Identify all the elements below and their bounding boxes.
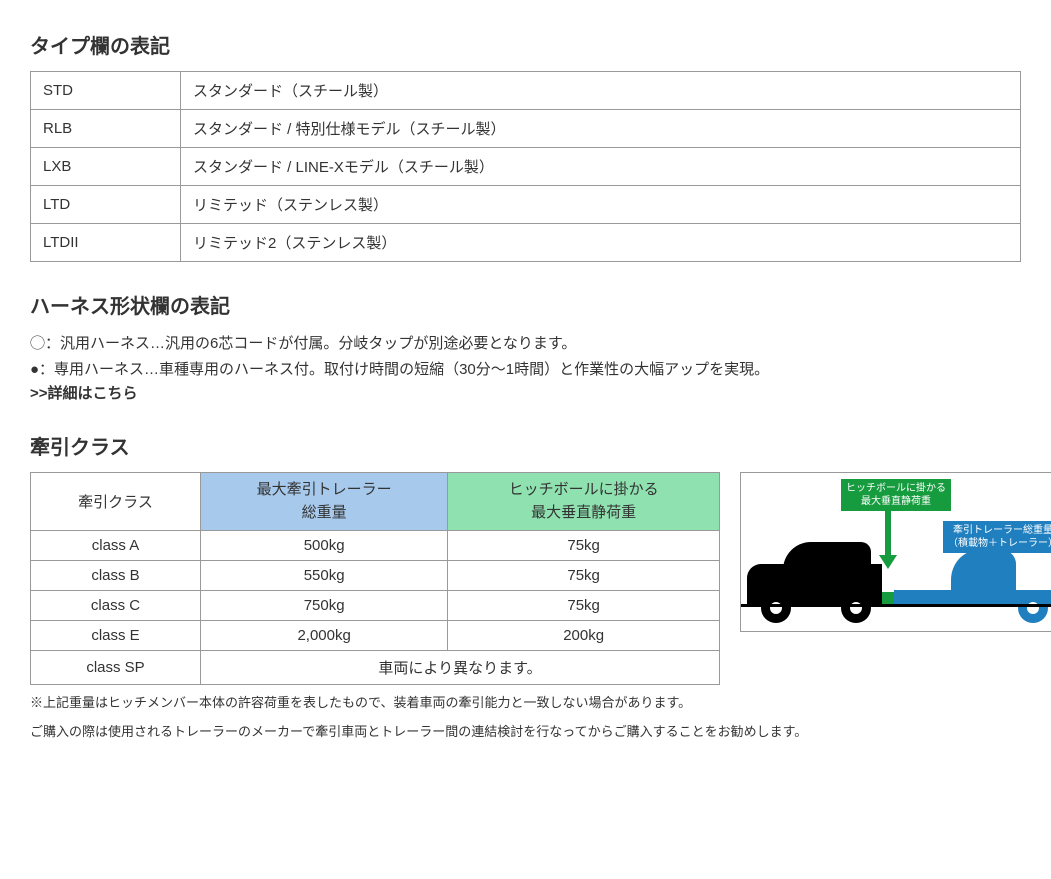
harness-section: ハーネス形状欄の表記 ◯：汎用ハーネス…汎用の6芯コードが付属。分岐タップが別途… xyxy=(30,290,1021,403)
road-line-icon xyxy=(741,604,1051,607)
tow-row-sp: class SP車両により異なります。 xyxy=(31,651,720,685)
tow-th-vert: ヒッチボールに掛かる 最大垂直静荷重 xyxy=(448,473,720,531)
tow-th-trailer-l1: 最大牽引トレーラー xyxy=(257,481,392,498)
type-row: RLBスタンダード / 特別仕様モデル（スチール製） xyxy=(31,110,1021,148)
tow-cell-trailer: 500kg xyxy=(201,531,448,561)
trailer-cargo-icon xyxy=(951,550,1016,590)
tow-th-trailer: 最大牽引トレーラー 総重量 xyxy=(201,473,448,531)
tow-th-vert-l1: ヒッチボールに掛かる xyxy=(509,481,659,498)
tow-th-vert-l2: 最大垂直静荷重 xyxy=(531,504,636,521)
tow-th-class: 牽引クラス xyxy=(31,473,201,531)
type-code: LTD xyxy=(31,186,181,224)
diagram-green-l1: ヒッチボールに掛かる xyxy=(846,483,946,494)
type-row: LTDIIリミテッド2（ステンレス製） xyxy=(31,224,1021,262)
hitch-ball-icon xyxy=(882,592,894,604)
type-row: STDスタンダード（スチール製） xyxy=(31,72,1021,110)
tow-row: class E2,000kg200kg xyxy=(31,621,720,651)
detail-link[interactable]: >>詳細はこちら xyxy=(30,385,138,402)
type-code: LTDII xyxy=(31,224,181,262)
tow-footnote-1: ※上記重量はヒッチメンバー本体の許容荷重を表したもので、装着車両の牽引能力と一致… xyxy=(30,691,1021,714)
tow-cell-class: class C xyxy=(31,591,201,621)
diagram-blue-label: 牽引トレーラー総重量 （積載物＋トレーラー） xyxy=(943,521,1051,553)
tow-footnote-2: ご購入の際は使用されるトレーラーのメーカーで牽引車両とトレーラー間の連結検討を行… xyxy=(30,720,1021,743)
type-desc: リミテッド2（ステンレス製） xyxy=(181,224,1021,262)
tow-cell-trailer: 750kg xyxy=(201,591,448,621)
tow-section: 牽引クラス 牽引クラス 最大牽引トレーラー 総重量 ヒッチボールに掛かる 最大垂… xyxy=(30,431,1021,744)
diagram-blue-l1: 牽引トレーラー総重量 xyxy=(953,525,1051,536)
diagram-blue-l2: （積載物＋トレーラー） xyxy=(948,538,1051,549)
tow-cell-vert: 75kg xyxy=(448,531,720,561)
tow-heading: 牽引クラス xyxy=(30,431,1021,460)
harness-line-generic: ◯：汎用ハーネス…汎用の6芯コードが付属。分岐タップが別途必要となります。 xyxy=(30,331,1021,357)
tow-th-trailer-l2: 総重量 xyxy=(302,504,347,521)
tow-cell-vert: 200kg xyxy=(448,621,720,651)
tow-cell-class: class B xyxy=(31,561,201,591)
type-section: タイプ欄の表記 STDスタンダード（スチール製）RLBスタンダード / 特別仕様… xyxy=(30,30,1021,262)
harness-heading: ハーネス形状欄の表記 xyxy=(30,290,1021,319)
tow-row: class C750kg75kg xyxy=(31,591,720,621)
diagram-green-arrow-icon xyxy=(881,507,895,567)
type-code: STD xyxy=(31,72,181,110)
type-desc: スタンダード（スチール製） xyxy=(181,72,1021,110)
type-desc: スタンダード / 特別仕様モデル（スチール製） xyxy=(181,110,1021,148)
tow-row: class B550kg75kg xyxy=(31,561,720,591)
tow-cell-class: class E xyxy=(31,621,201,651)
car-wheel-icon xyxy=(841,593,871,623)
tow-cell-class: class SP xyxy=(31,651,201,685)
type-heading: タイプ欄の表記 xyxy=(30,30,1021,59)
diagram-green-l2: 最大垂直静荷重 xyxy=(861,496,931,507)
type-desc: スタンダード / LINE-Xモデル（スチール製） xyxy=(181,148,1021,186)
tow-cell-sp-note: 車両により異なります。 xyxy=(201,651,720,685)
type-table: STDスタンダード（スチール製）RLBスタンダード / 特別仕様モデル（スチール… xyxy=(30,71,1021,262)
tow-cell-vert: 75kg xyxy=(448,591,720,621)
tow-table: 牽引クラス 最大牽引トレーラー 総重量 ヒッチボールに掛かる 最大垂直静荷重 c… xyxy=(30,472,720,685)
tow-cell-trailer: 2,000kg xyxy=(201,621,448,651)
harness-line-dedicated: ●：専用ハーネス…車種専用のハーネス付。取付け時間の短縮（30分～1時間）と作業… xyxy=(30,357,1021,383)
type-code: RLB xyxy=(31,110,181,148)
trailer-wheel-icon xyxy=(1018,593,1048,623)
type-row: LXBスタンダード / LINE-Xモデル（スチール製） xyxy=(31,148,1021,186)
tow-cell-class: class A xyxy=(31,531,201,561)
type-row: LTDリミテッド（ステンレス製） xyxy=(31,186,1021,224)
diagram-green-label: ヒッチボールに掛かる 最大垂直静荷重 xyxy=(841,479,951,511)
tow-cell-trailer: 550kg xyxy=(201,561,448,591)
type-code: LXB xyxy=(31,148,181,186)
car-wheel-icon xyxy=(761,593,791,623)
type-desc: リミテッド（ステンレス製） xyxy=(181,186,1021,224)
tow-row: class A500kg75kg xyxy=(31,531,720,561)
tow-cell-vert: 75kg xyxy=(448,561,720,591)
tow-diagram: ヒッチボールに掛かる 最大垂直静荷重 牽引トレーラー総重量 （積載物＋トレーラー… xyxy=(740,472,1051,632)
